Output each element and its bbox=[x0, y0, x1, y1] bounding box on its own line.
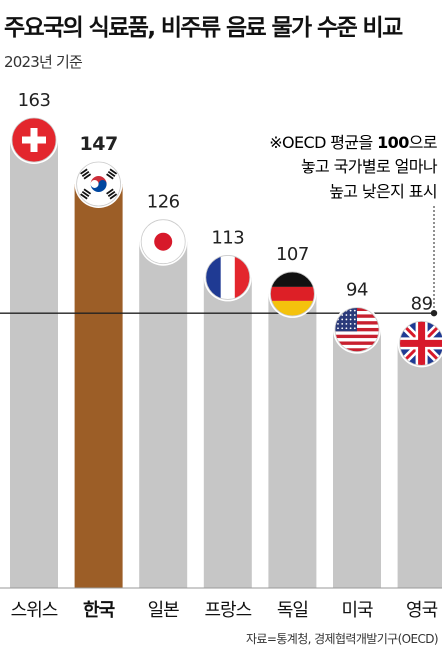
note-line-3: 높고 낮은지 표시 bbox=[329, 182, 437, 201]
value-label-3: 126 bbox=[147, 192, 180, 213]
chart-title: 주요국의 식료품, 비주류 음료 물가 수준 비교 bbox=[4, 15, 403, 41]
bars-layer bbox=[0, 140, 442, 589]
flag-france-icon bbox=[203, 253, 252, 302]
flag-usa-icon bbox=[333, 305, 381, 354]
bar-7 bbox=[397, 343, 442, 588]
value-label-2: 147 bbox=[80, 133, 118, 155]
category-label-6: 미국 bbox=[341, 600, 373, 621]
bar-1 bbox=[10, 140, 58, 588]
reference-marker bbox=[430, 309, 438, 317]
bar-6 bbox=[333, 329, 381, 588]
category-label-5: 독일 bbox=[277, 600, 308, 621]
bar-5 bbox=[268, 293, 317, 588]
category-label-4: 프랑스 bbox=[204, 600, 251, 621]
source-note: 자료=통계청, 경제협력개발기구(OECD) bbox=[245, 632, 439, 646]
chart-subtitle: 2023년 기준 bbox=[4, 53, 83, 71]
flag-south-korea-icon bbox=[74, 159, 123, 208]
category-label-7: 영국 bbox=[406, 600, 438, 621]
value-label-6: 94 bbox=[346, 280, 368, 301]
value-label-1: 163 bbox=[18, 90, 51, 111]
value-label-7: 89 bbox=[411, 293, 433, 314]
value-label-4: 113 bbox=[211, 227, 244, 248]
category-label-3: 일본 bbox=[148, 600, 180, 621]
flag-germany-icon bbox=[268, 269, 317, 318]
flag-japan-icon bbox=[139, 217, 188, 266]
category-label-2: 한국 bbox=[83, 600, 115, 621]
note-line-1: ※OECD 평균을 100으로 bbox=[269, 133, 437, 152]
bar-4 bbox=[203, 277, 252, 588]
labels-layer: 163 스위스 147 한국 126 일본 113 프랑스 107 독일 94 미국 89 영국 bbox=[11, 90, 439, 621]
bar-3 bbox=[139, 241, 188, 589]
bar-2 bbox=[74, 183, 123, 588]
flag-uk-icon bbox=[397, 319, 442, 368]
flags-layer bbox=[10, 116, 442, 368]
value-label-5: 107 bbox=[276, 244, 309, 265]
category-label-1: 스위스 bbox=[11, 600, 58, 621]
note-line-2: 놓고 국가별로 얼마나 bbox=[301, 157, 438, 176]
flag-switzerland-icon bbox=[10, 116, 58, 164]
